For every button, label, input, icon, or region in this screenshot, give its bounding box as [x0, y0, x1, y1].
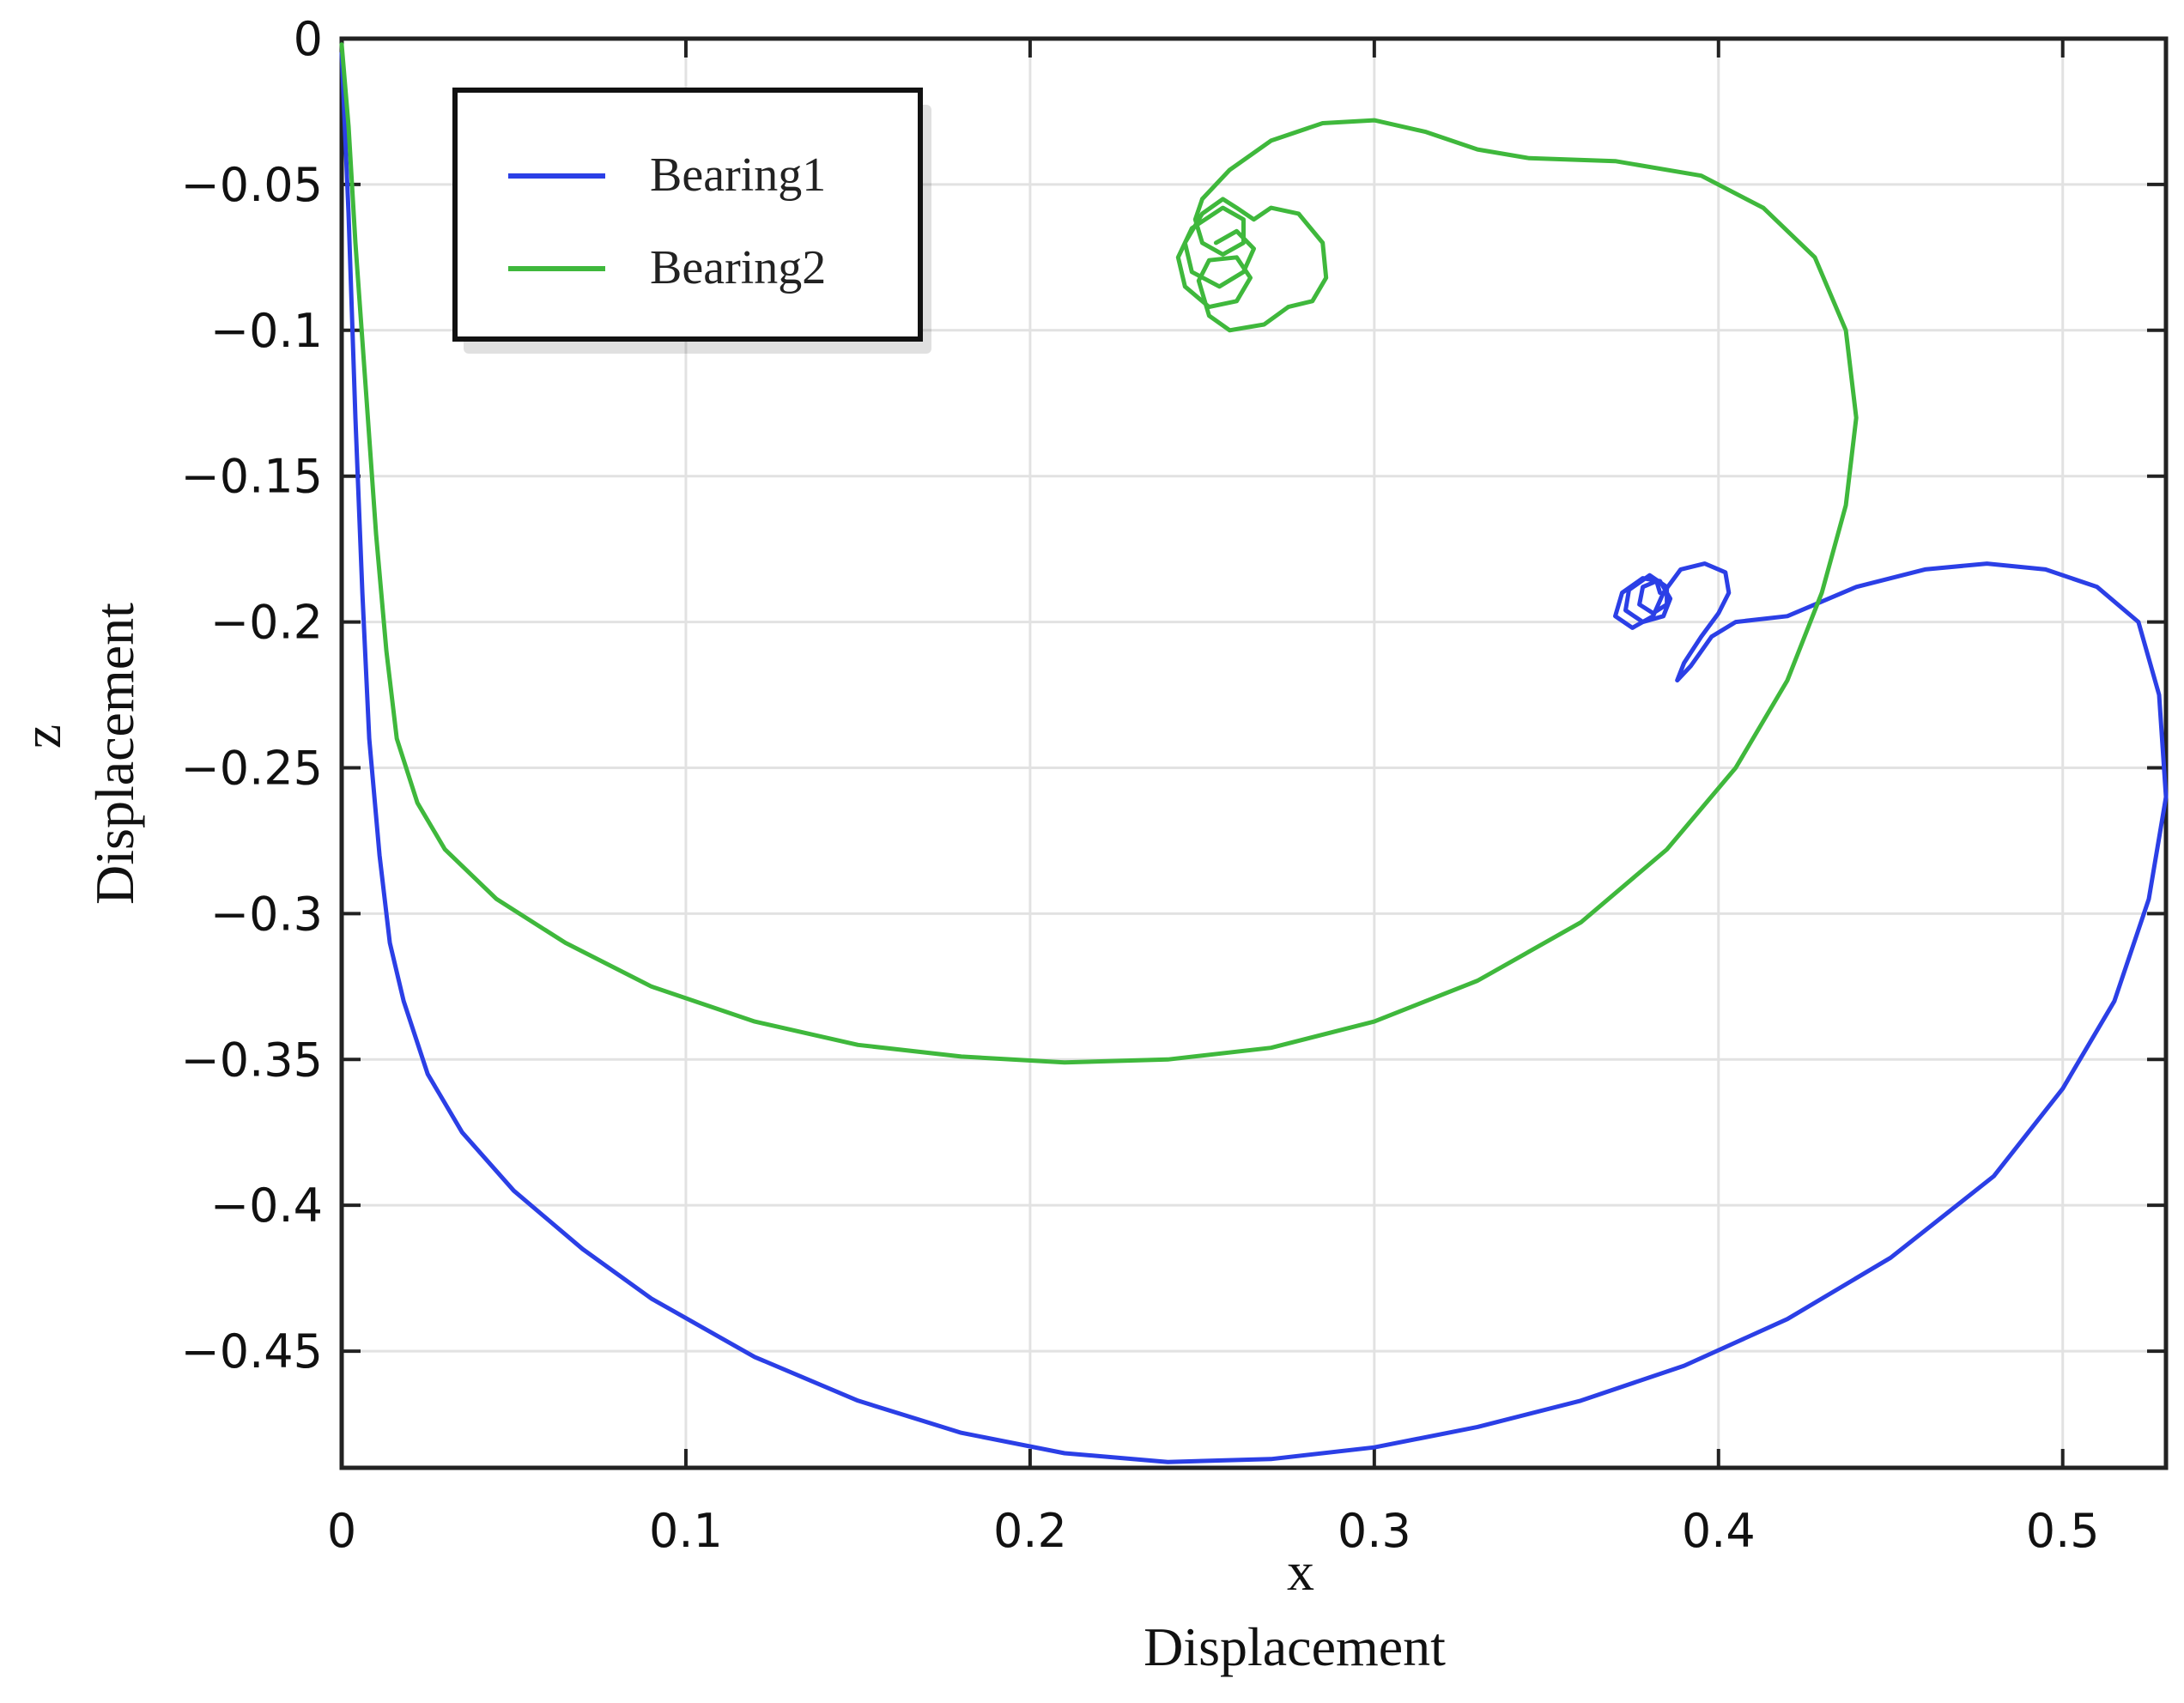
- y-tick-label: −0.15: [181, 450, 323, 504]
- x-axis-title-top: x: [1287, 1541, 1314, 1602]
- plot-frame: [339, 36, 2169, 1470]
- tick-marks: [340, 37, 2166, 1468]
- x-tick-label: 0.1: [649, 1504, 723, 1558]
- gridlines: [340, 37, 2166, 1468]
- tick-labels: 0 0.1 0.2 0.3 0.4 0.5 0 −0.05 −0.1 −0.15 −0.2 −0.25…: [181, 12, 2100, 1558]
- x-tick-label: 0.4: [1682, 1504, 1756, 1558]
- x-tick-label: 0.3: [1338, 1504, 1411, 1558]
- x-axis-title-bottom: Displacement: [1144, 1616, 1446, 1677]
- legend: Bearing1 Bearing2: [452, 88, 931, 354]
- x-tick-label: 0.5: [2026, 1504, 2100, 1558]
- y-tick-label: −0.45: [181, 1324, 323, 1379]
- legend-label-bearing1: Bearing1: [650, 148, 826, 202]
- y-tick-label: 0: [294, 12, 323, 66]
- y-tick-label: −0.4: [210, 1179, 323, 1233]
- y-tick-label: −0.2: [210, 596, 323, 650]
- y-tick-label: −0.25: [181, 741, 323, 795]
- series-line-bearing2: [339, 42, 1859, 1065]
- legend-box: [452, 88, 923, 342]
- x-tick-label: 0.2: [993, 1504, 1067, 1558]
- series-layer: [339, 42, 2169, 1464]
- series-line-bearing1: [339, 51, 2169, 1464]
- y-tick-label: −0.1: [210, 304, 323, 358]
- y-axis-title-top: z: [11, 724, 72, 748]
- y-tick-label: −0.05: [181, 158, 323, 212]
- y-tick-label: −0.3: [210, 887, 323, 941]
- x-tick-label: 0: [327, 1504, 356, 1558]
- y-axis-title-bottom: Displacement: [84, 603, 145, 905]
- legend-label-bearing2: Bearing2: [650, 241, 826, 294]
- y-tick-label: −0.35: [181, 1033, 323, 1087]
